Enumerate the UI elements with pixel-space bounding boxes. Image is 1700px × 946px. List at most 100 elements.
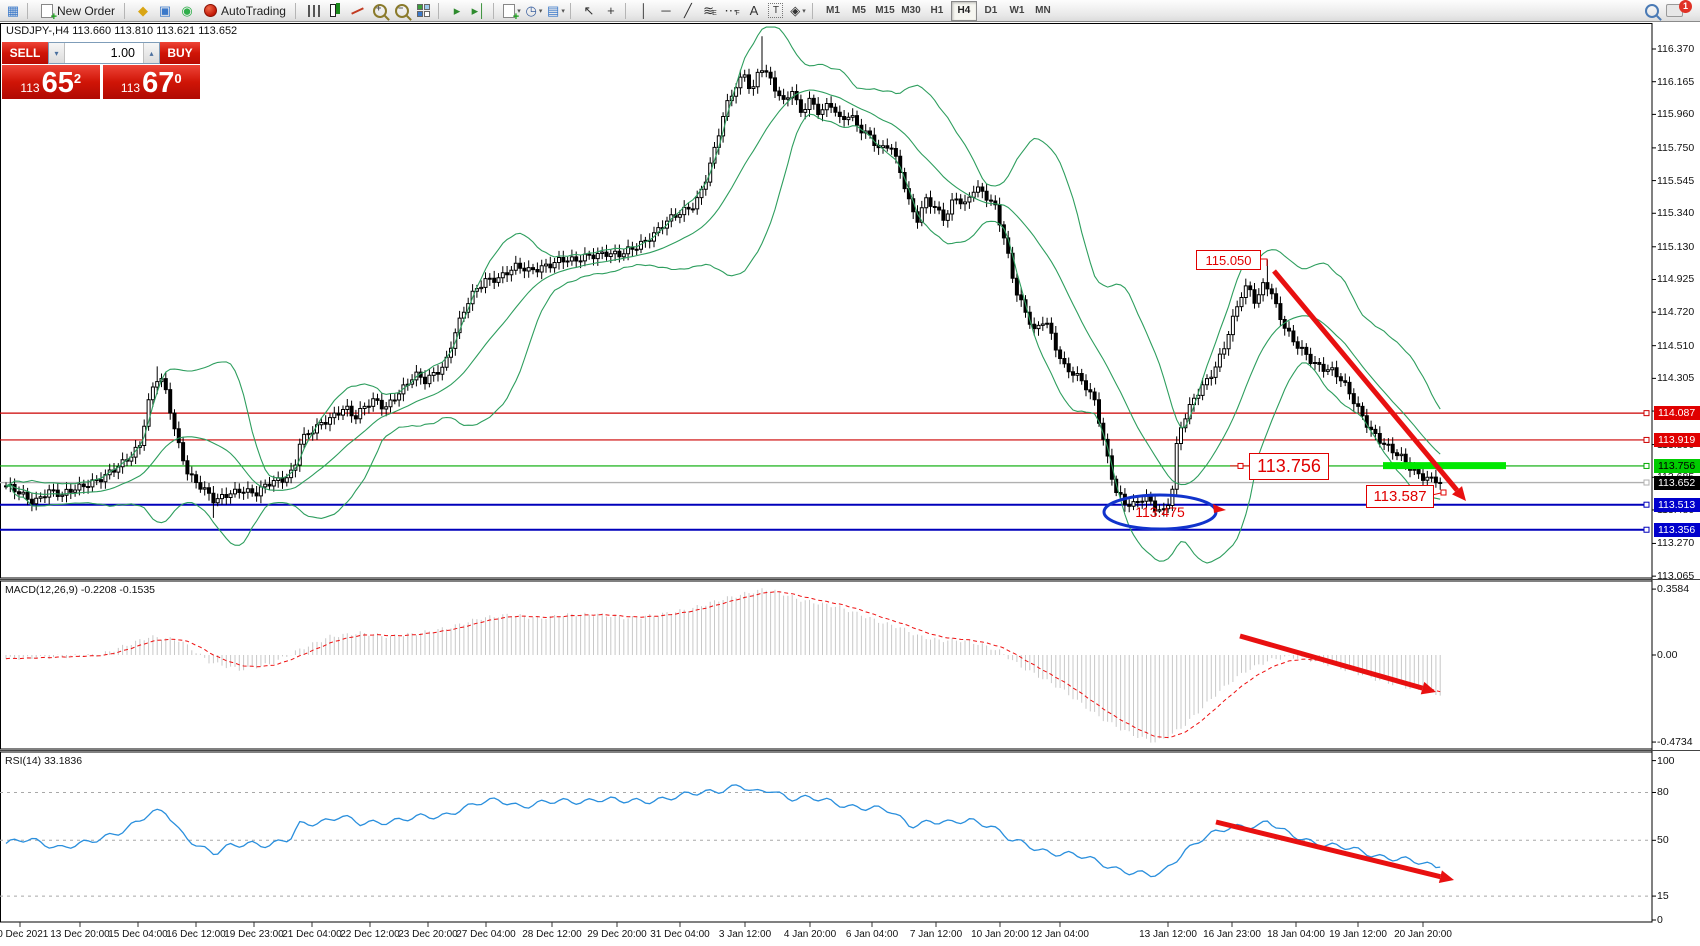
vertical-line-icon[interactable]: │ xyxy=(634,2,654,20)
dropdown-caret-icon[interactable]: ▾ xyxy=(802,7,806,15)
level-line-anchor[interactable] xyxy=(1643,526,1650,533)
auto-scroll-icon[interactable]: ▸ xyxy=(447,2,467,20)
timeframe-button-m30[interactable]: M30 xyxy=(901,5,921,16)
fibonacci-icon[interactable]: ⋯ F xyxy=(724,2,740,18)
new-order-button[interactable]: New Order xyxy=(35,2,121,23)
autotrading-icon xyxy=(204,4,218,17)
macd-signal-line xyxy=(5,591,1441,739)
price-divider xyxy=(99,65,103,99)
toolbar-separator xyxy=(27,2,32,19)
rsi-line xyxy=(5,784,1441,878)
level-line-anchor[interactable] xyxy=(1643,410,1650,417)
trendline-icon[interactable]: ╱ xyxy=(678,2,698,20)
tile-windows-icon[interactable] xyxy=(414,2,434,20)
ellipse-pointer-icon xyxy=(1213,504,1226,513)
level-line-anchor[interactable] xyxy=(1643,479,1650,486)
level-line-anchor[interactable] xyxy=(1643,501,1650,508)
line-chart-icon[interactable] xyxy=(348,2,368,20)
gold-icon[interactable]: ◆ xyxy=(133,2,153,20)
chart-shift-icon[interactable]: ▸│ xyxy=(469,2,489,20)
vertical-line-icon: │ xyxy=(639,3,649,18)
chart-window-icon[interactable]: ▦ xyxy=(3,2,23,20)
bollinger-upper-band xyxy=(5,26,1441,487)
timeframe-button-w1[interactable]: W1 xyxy=(1009,5,1025,16)
horizontal-line-icon[interactable]: ─ xyxy=(656,2,676,20)
periods-icon[interactable]: ◷ ▾ xyxy=(524,2,544,20)
bollinger-lower-band xyxy=(5,113,1441,564)
chat-icon[interactable]: 1 xyxy=(1664,0,1692,20)
level-line-anchor[interactable] xyxy=(1643,436,1650,443)
chart-graphics xyxy=(0,23,1700,927)
search-icon[interactable] xyxy=(1642,2,1662,20)
trend-arrow-head xyxy=(1452,486,1466,501)
dropdown-caret-icon[interactable]: ▾ xyxy=(561,7,565,15)
text-icon: A xyxy=(749,3,759,18)
signals-icon[interactable]: ◉ xyxy=(177,2,197,20)
text-label-icon[interactable]: T xyxy=(766,2,786,20)
sell-button[interactable]: SELL xyxy=(2,42,48,64)
trend-arrow-2[interactable] xyxy=(1215,819,1441,880)
signals-icon: ◉ xyxy=(181,2,193,18)
lot-decrease-button[interactable]: ▾ xyxy=(49,43,65,63)
equidistant-channel-icon[interactable]: ≋ E xyxy=(703,2,717,18)
timeframe-button-m1[interactable]: M1 xyxy=(826,5,840,16)
cursor-icon: ↖ xyxy=(583,2,595,18)
lot-increase-button[interactable]: ▴ xyxy=(143,43,159,63)
trendline-icon: ╱ xyxy=(684,2,692,18)
arrows-icon[interactable]: ◈ ▾ xyxy=(788,2,808,20)
chart-window-icon: ▦ xyxy=(6,2,20,18)
sell-price[interactable]: 113 65 2 xyxy=(2,65,100,99)
chart-canvas[interactable]: USDJPY-,H4 113.660 113.810 113.621 113.6… xyxy=(0,22,1700,946)
text-icon[interactable]: A xyxy=(744,2,764,20)
timeframe-button-h4[interactable]: H4 xyxy=(950,0,977,21)
timeframe-button-d1[interactable]: D1 xyxy=(984,5,998,16)
gold-icon: ◆ xyxy=(138,2,149,18)
bull-candles xyxy=(4,70,1443,512)
toolbar: ▦New Order◆▣◉AutoTrading▸▸│▾◷▾▤▾↖+│─╱≋E⋯… xyxy=(0,0,1700,23)
toolbar-separator xyxy=(569,2,575,19)
periods-icon: ◷ xyxy=(525,2,537,18)
timeframe-button-m15[interactable]: M15 xyxy=(875,5,895,16)
timeframe-button-h1[interactable]: H1 xyxy=(930,5,944,16)
cursor-icon[interactable]: ↖ xyxy=(579,2,599,20)
trend-arrow-0[interactable] xyxy=(1272,269,1459,492)
autotrading-button[interactable]: AutoTrading xyxy=(198,2,292,20)
toolbar-separator xyxy=(811,2,817,19)
new-order-icon xyxy=(41,3,57,23)
timeframe-button-m5[interactable]: M5 xyxy=(852,5,866,16)
candlestick-chart-icon xyxy=(330,3,341,17)
chat-badge: 1 xyxy=(1679,0,1692,13)
terminal-icon: ▣ xyxy=(158,2,172,18)
lot-size-value[interactable]: 1.00 xyxy=(110,46,135,60)
label-connector xyxy=(1431,492,1442,496)
level-line-anchor[interactable] xyxy=(1643,462,1650,469)
indicators-icon[interactable]: ▾ xyxy=(502,2,522,23)
candlestick-chart-icon[interactable] xyxy=(326,2,346,20)
bar-chart-icon[interactable] xyxy=(304,2,324,20)
toolbar-separator xyxy=(294,2,300,19)
crosshair-icon: + xyxy=(607,3,615,18)
lot-size-control[interactable]: ▾ 1.00 ▴ xyxy=(48,42,160,64)
templates-icon[interactable]: ▤ ▾ xyxy=(546,2,566,20)
zoom-in-icon[interactable] xyxy=(370,2,390,20)
macd-histogram xyxy=(5,588,1441,743)
toolbar-separator xyxy=(624,2,630,19)
zoom-out-icon[interactable] xyxy=(392,2,412,20)
terminal-icon[interactable]: ▣ xyxy=(155,2,175,20)
toolbar-separator xyxy=(437,2,443,19)
label-anchor xyxy=(1440,489,1447,496)
zoom-in-icon xyxy=(372,3,387,18)
crosshair-icon[interactable]: + xyxy=(601,2,621,20)
zoom-out-icon xyxy=(394,3,409,18)
buy-price[interactable]: 113 67 0 xyxy=(102,65,200,99)
candle-wicks xyxy=(5,36,1441,518)
ellipse-annotation[interactable] xyxy=(1102,493,1218,531)
buy-button[interactable]: BUY xyxy=(160,42,200,64)
toolbar-separator xyxy=(492,2,498,19)
dropdown-caret-icon[interactable]: ▾ xyxy=(538,7,543,15)
autotrading-label: AutoTrading xyxy=(221,3,286,18)
trend-arrow-1[interactable] xyxy=(1239,633,1424,691)
chart-shift-icon: ▸│ xyxy=(471,2,487,18)
timeframe-button-mn[interactable]: MN xyxy=(1035,5,1051,16)
